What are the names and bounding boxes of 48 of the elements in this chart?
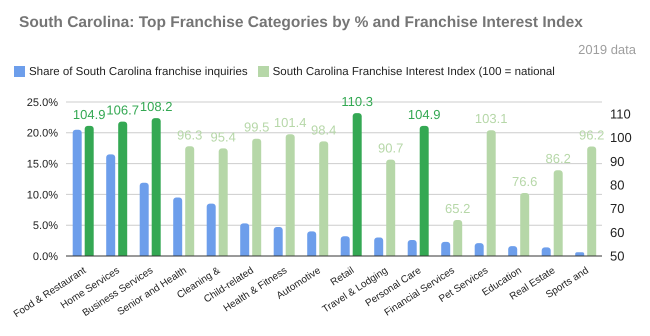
chart-title: South Carolina: Top Franchise Categories by % and Franchise Interest Index	[19, 14, 583, 32]
y2-tick-label: 110	[610, 106, 631, 122]
chart-subtitle: 2019 data	[578, 42, 636, 57]
bar	[240, 223, 250, 256]
y-tick-label: 20.0%	[26, 128, 58, 140]
bar	[508, 246, 518, 256]
y-tick-label: 25.0%	[26, 96, 58, 109]
bar	[173, 197, 182, 256]
y-tick-label: 0.0%	[32, 250, 58, 263]
y2-tick-label: 90	[610, 154, 624, 169]
data-label: 108.2	[140, 99, 172, 114]
bar	[274, 227, 283, 256]
y2-tick-label: 80	[610, 178, 624, 193]
data-label: 101.4	[274, 115, 306, 130]
data-label: 65.2	[445, 200, 470, 216]
bar	[542, 247, 551, 256]
data-label: 86.2	[546, 151, 571, 166]
data-label: 106.7	[106, 102, 139, 118]
legend-label: Share of South Carolina franchise inquiries	[29, 66, 248, 78]
bar	[474, 243, 484, 256]
data-label: 90.7	[378, 140, 404, 156]
y-tick-label: 5.0%	[32, 220, 58, 232]
data-label: 104.9	[408, 106, 440, 122]
data-label: 104.9	[72, 106, 106, 122]
data-label: 95.4	[210, 129, 236, 144]
data-label: 98.4	[311, 122, 336, 138]
bar	[206, 204, 216, 256]
y-tick-label: 10.0%	[26, 189, 58, 202]
bar	[340, 236, 350, 256]
bar	[441, 242, 450, 256]
bar	[307, 231, 316, 256]
y-tick-label: 15.0%	[26, 158, 58, 171]
y2-tick-label: 60	[610, 224, 624, 240]
legend-label: South Carolina Franchise Interest Index (100 = national	[272, 66, 555, 78]
data-label: 96.2	[579, 128, 604, 143]
data-label: 96.3	[177, 127, 202, 142]
bar	[374, 238, 384, 256]
data-label: 103.1	[474, 111, 508, 126]
data-label: 99.5	[244, 120, 270, 135]
data-label: 76.6	[512, 174, 538, 189]
bar	[106, 154, 116, 256]
y2-tick-label: 100	[610, 130, 632, 146]
data-label: 110.3	[341, 94, 373, 110]
bar	[408, 240, 417, 256]
bar	[140, 182, 149, 256]
y2-tick-label: 50	[610, 248, 624, 264]
y2-tick-label: 70	[610, 201, 624, 216]
bar	[72, 130, 82, 256]
